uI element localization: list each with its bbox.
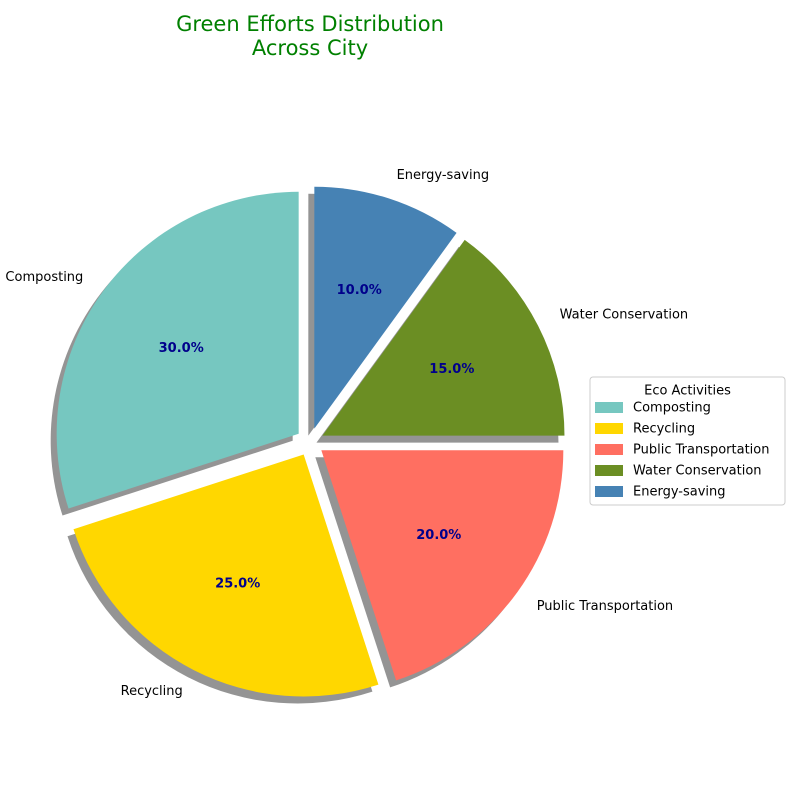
pie-slice-recycling bbox=[73, 454, 379, 697]
percent-label-water-conservation: 15.0% bbox=[429, 362, 474, 377]
slice-labels: Composting Recycling Public Transportation… bbox=[5, 168, 688, 699]
legend-entry-public-transportation: Public Transportation bbox=[633, 443, 769, 458]
legend-entry-recycling: Recycling bbox=[633, 422, 695, 437]
legend-swatch-water-conservation bbox=[595, 465, 623, 476]
chart-title-line: Across City bbox=[252, 36, 368, 60]
pie-slice-water-conservation bbox=[322, 239, 565, 436]
percent-label-composting: 30.0% bbox=[159, 341, 204, 356]
percent-label-energy-saving: 10.0% bbox=[337, 283, 382, 298]
legend: Eco Activities Composting Recycling Public … bbox=[589, 376, 786, 506]
legend-swatch-recycling bbox=[595, 423, 623, 434]
percent-labels: 30.0% 25.0% 20.0% 15.0% 10.0% bbox=[159, 283, 475, 591]
legend-swatch-composting bbox=[595, 402, 623, 413]
legend-entry-energy-saving: Energy-saving bbox=[633, 485, 726, 500]
legend-frame bbox=[589, 376, 786, 506]
percent-label-recycling: 25.0% bbox=[215, 576, 260, 591]
slice-label-energy-saving: Energy-saving bbox=[397, 168, 490, 183]
legend-swatch-energy-saving bbox=[595, 486, 623, 497]
legend-entry-composting: Composting bbox=[633, 401, 711, 416]
pie-slices bbox=[56, 186, 565, 697]
percent-label-public-transportation: 20.0% bbox=[416, 528, 461, 543]
legend-entry-water-conservation: Water Conservation bbox=[633, 464, 762, 479]
chart-title-line: Green Efforts Distribution bbox=[176, 12, 444, 36]
slice-label-composting: Composting bbox=[5, 270, 83, 285]
slice-label-recycling: Recycling bbox=[121, 684, 183, 699]
slice-label-public-transportation: Public Transportation bbox=[537, 599, 673, 614]
slice-label-water-conservation: Water Conservation bbox=[560, 307, 689, 322]
pie-slice-composting bbox=[56, 191, 299, 509]
pie-slice-energy-saving bbox=[314, 186, 457, 429]
pie-slice-public-transportation bbox=[321, 450, 564, 681]
legend-title: Eco Activities bbox=[644, 384, 731, 399]
legend-swatch-public-transportation bbox=[595, 444, 623, 455]
